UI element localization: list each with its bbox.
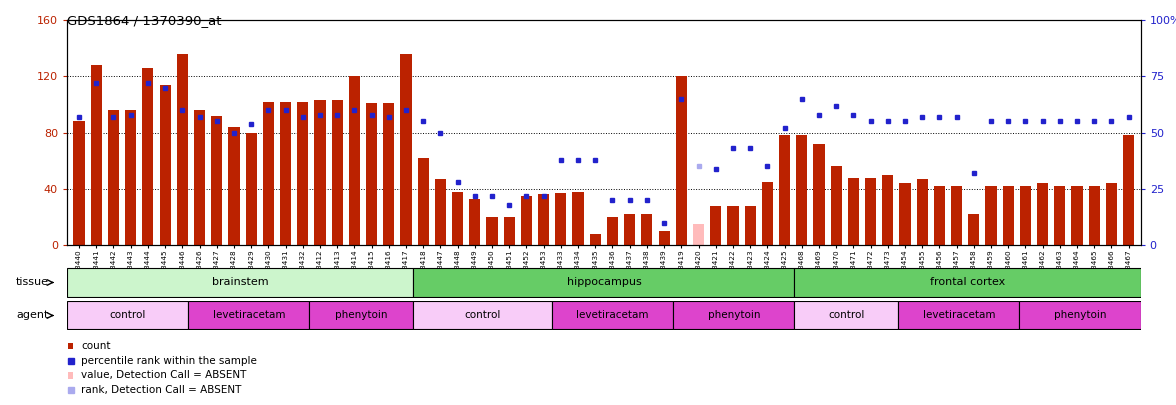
Bar [539,194,549,245]
Bar [794,268,1141,297]
Text: levetiracetam: levetiracetam [923,311,995,320]
Bar [212,116,222,245]
Bar [280,102,292,245]
Bar [383,103,394,245]
Bar [67,301,188,330]
Bar [744,206,756,245]
Bar [68,343,73,349]
Bar [414,301,552,330]
Bar [160,85,171,245]
Bar [693,224,704,245]
Bar [487,217,497,245]
Bar [676,77,687,245]
Bar [710,206,721,245]
Bar [503,217,515,245]
Text: phenytoin: phenytoin [335,311,388,320]
Bar [555,193,567,245]
Bar [898,301,1020,330]
Bar [589,234,601,245]
Bar [400,54,412,245]
Bar [246,133,256,245]
Bar [73,122,85,245]
Bar [794,301,898,330]
Text: control: control [828,311,864,320]
Bar [848,177,858,245]
Bar [830,166,842,245]
Bar [68,372,73,379]
Bar [573,192,583,245]
Text: control: control [109,311,146,320]
Bar [641,214,653,245]
Bar [142,68,154,245]
Bar [1020,301,1141,330]
Bar [125,110,136,245]
Bar [727,206,739,245]
Bar [309,301,414,330]
Bar [624,214,635,245]
Bar [108,110,119,245]
Bar [194,110,205,245]
Bar [814,144,824,245]
Bar [414,268,794,297]
Text: count: count [81,341,111,351]
Text: phenytoin: phenytoin [1054,311,1107,320]
Bar [951,186,962,245]
Bar [1089,186,1100,245]
Bar [91,65,102,245]
Text: levetiracetam: levetiracetam [213,311,285,320]
Text: percentile rank within the sample: percentile rank within the sample [81,356,258,366]
Bar [298,102,308,245]
Text: hippocampus: hippocampus [567,277,641,288]
Text: phenytoin: phenytoin [708,311,760,320]
Bar [866,177,876,245]
Bar [779,135,790,245]
Bar [673,301,794,330]
Text: tissue: tissue [15,277,48,288]
Bar [67,268,414,297]
Text: brainstem: brainstem [212,277,268,288]
Bar [934,186,946,245]
Bar [262,102,274,245]
Text: control: control [465,311,501,320]
Text: GDS1864 / 1370390_at: GDS1864 / 1370390_at [67,14,221,27]
Bar [1105,183,1117,245]
Bar [762,182,773,245]
Bar [366,103,377,245]
Bar [452,192,463,245]
Bar [417,158,429,245]
Bar [435,179,446,245]
Text: value, Detection Call = ABSENT: value, Detection Call = ABSENT [81,371,247,380]
Bar [882,175,894,245]
Bar [1123,135,1135,245]
Text: rank, Detection Call = ABSENT: rank, Detection Call = ABSENT [81,385,241,395]
Bar [1020,186,1031,245]
Bar [900,183,910,245]
Bar [916,179,928,245]
Bar [796,135,808,245]
Text: levetiracetam: levetiracetam [576,311,649,320]
Bar [314,100,326,245]
Bar [332,100,342,245]
Bar [985,186,996,245]
Bar [1003,186,1014,245]
Text: frontal cortex: frontal cortex [930,277,1005,288]
Bar [1071,186,1083,245]
Text: agent: agent [16,311,48,320]
Bar [607,217,619,245]
Bar [349,77,360,245]
Bar [228,127,240,245]
Bar [1054,186,1065,245]
Bar [521,196,532,245]
Bar [469,199,481,245]
Bar [552,301,673,330]
Bar [659,231,669,245]
Bar [1037,183,1048,245]
Bar [968,214,980,245]
Bar [176,54,188,245]
Bar [188,301,309,330]
